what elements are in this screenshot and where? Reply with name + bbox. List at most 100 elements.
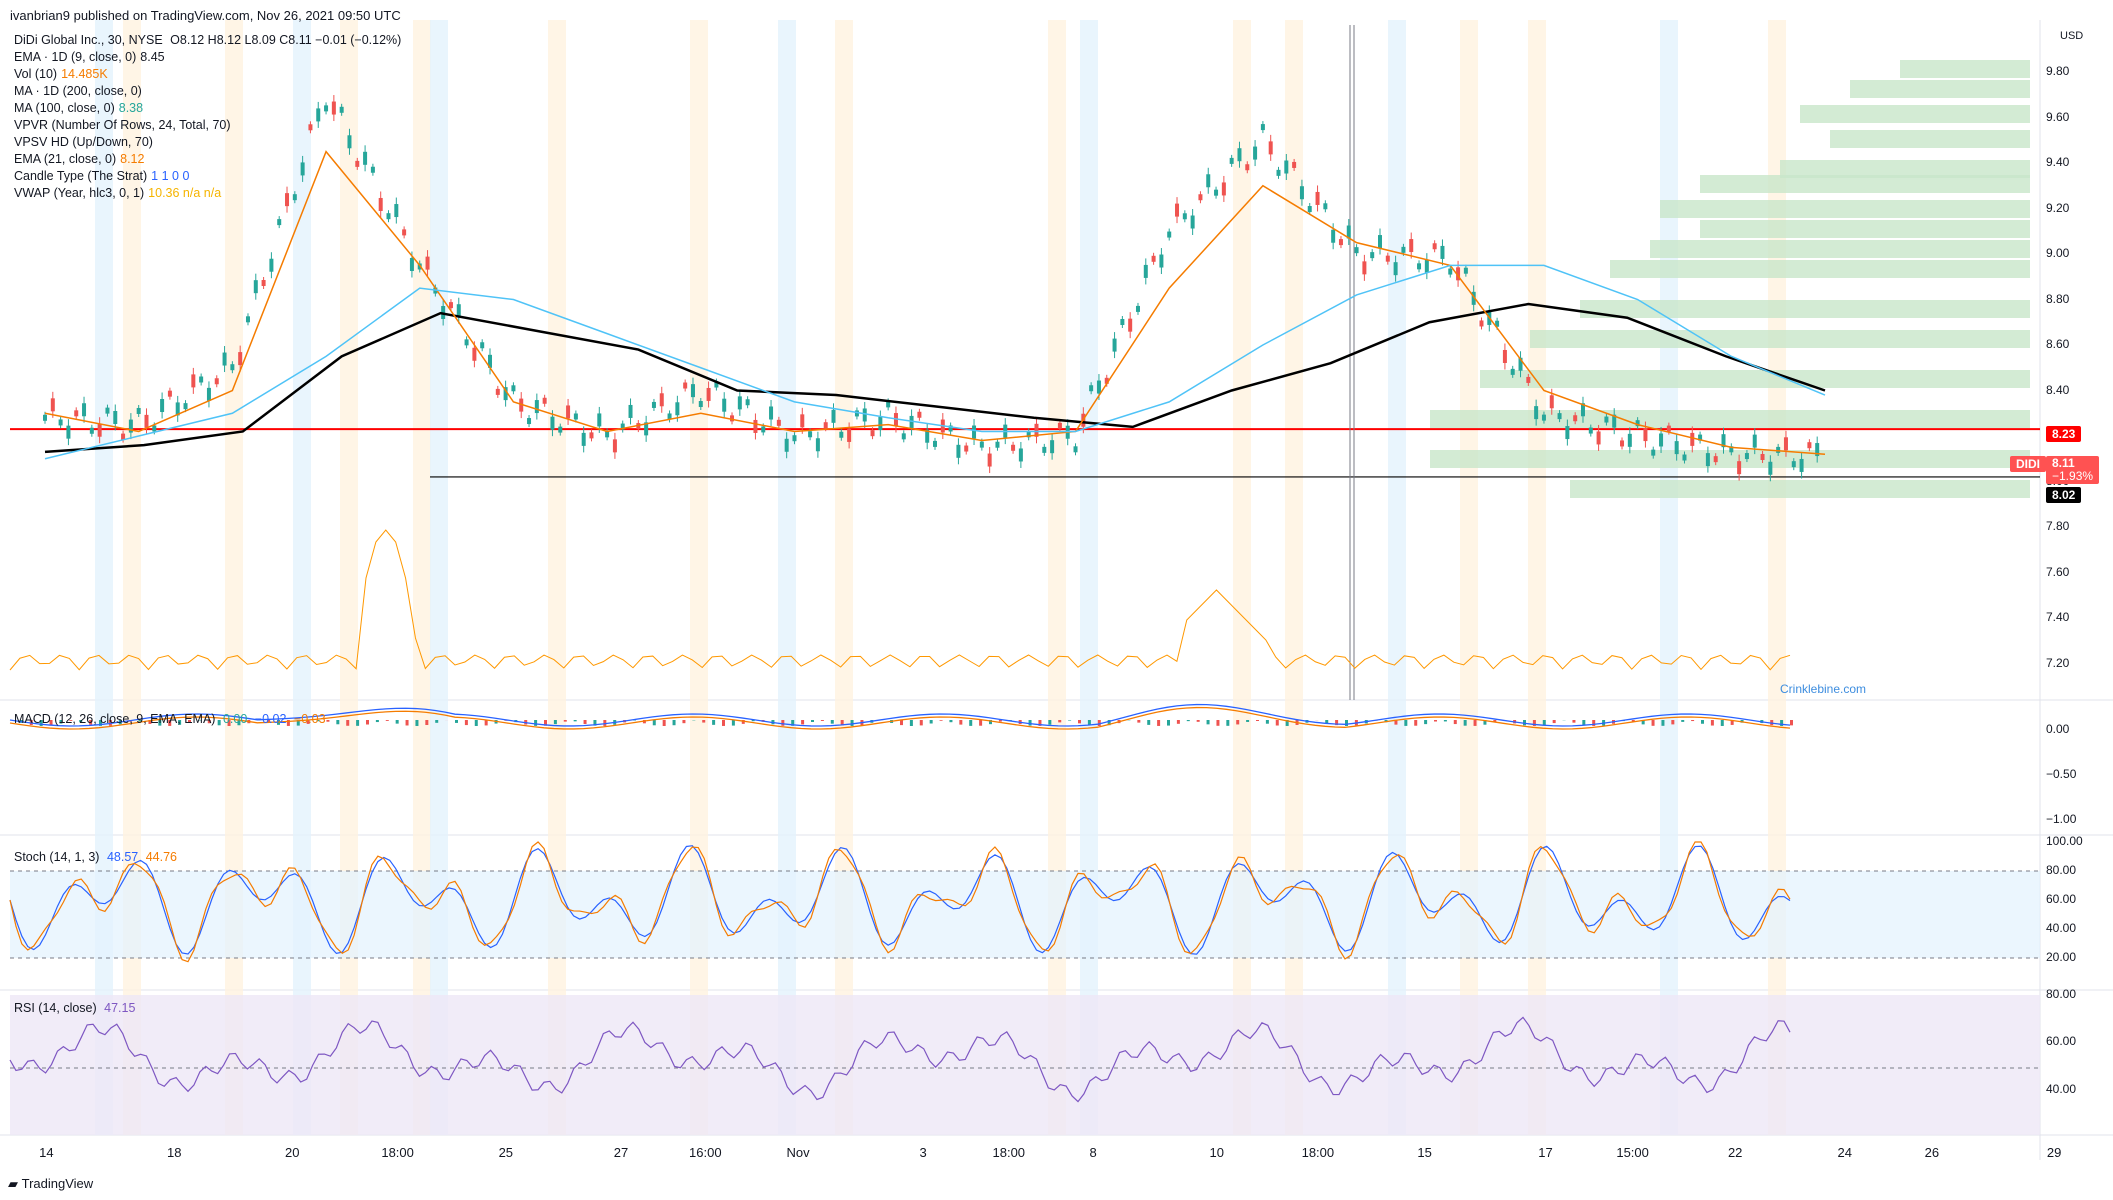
macd-hist-bar — [959, 720, 963, 725]
macd-hist-bar — [919, 720, 923, 726]
macd-hist-bar — [296, 720, 300, 726]
candle — [128, 419, 133, 433]
candle — [1050, 440, 1055, 454]
candle — [1206, 174, 1211, 188]
candle — [995, 441, 1000, 448]
macd-hist-bar — [781, 720, 785, 726]
candle — [511, 385, 516, 392]
candle — [847, 428, 852, 442]
indicator-axis-label: 0.00 — [2046, 722, 2070, 736]
time-axis-label: 20 — [285, 1145, 300, 1160]
candle — [1346, 225, 1351, 239]
time-axis-label: 18:00 — [1301, 1145, 1335, 1160]
candle — [698, 401, 703, 408]
macd-hist-bar — [49, 720, 53, 726]
candle — [308, 124, 313, 131]
candle — [1573, 415, 1578, 422]
time-axis-label: 18:00 — [992, 1145, 1026, 1160]
legend-item[interactable]: EMA (21, close, 0) 8.12 — [14, 151, 144, 168]
macd-hist-bar — [731, 720, 735, 726]
candle — [1011, 444, 1016, 451]
candle — [1705, 453, 1710, 467]
candle — [1643, 428, 1648, 442]
legend-item[interactable]: Candle Type (The Strat) 1 1 0 0 — [14, 168, 189, 185]
candle — [1385, 255, 1390, 262]
session-stripe — [690, 20, 708, 1135]
legend-item[interactable]: MA (100, close, 0) 8.38 — [14, 100, 143, 117]
macd-hist-bar — [1107, 720, 1111, 726]
macd-hist-bar — [1206, 720, 1210, 725]
legend-item-label: EMA · 1D (9, close, 0) — [14, 50, 137, 64]
price-axis-label: 9.40 — [2046, 155, 2070, 169]
legend-item[interactable]: VPVR (Number Of Rows, 24, Total, 70) — [14, 117, 235, 134]
macd-hist-bar — [1078, 720, 1081, 724]
candle — [1245, 164, 1250, 171]
macd-hist-bar — [850, 720, 854, 726]
candle — [472, 347, 477, 361]
session-stripe — [778, 20, 796, 1135]
candle — [245, 316, 250, 323]
legend-item[interactable]: Vol (10) 14.485K — [14, 66, 108, 83]
price-axis-label: 9.00 — [2046, 246, 2070, 260]
session-stripe — [1768, 20, 1786, 1135]
macd-hist-bar — [89, 720, 93, 725]
legend-item[interactable]: VWAP (Year, hlc3, 0, 1) 10.36 n/a n/a — [14, 185, 221, 202]
indicator-axis-label: 60.00 — [2046, 892, 2077, 906]
macd-hist-value: 0.00 — [222, 712, 248, 726]
candle — [1815, 443, 1820, 457]
candle — [160, 399, 165, 413]
legend-item[interactable]: EMA · 1D (9, close, 0) 8.45 — [14, 49, 165, 66]
macd-signal-value: −0.03 — [293, 712, 326, 726]
candle — [776, 419, 781, 426]
candle — [862, 408, 867, 422]
macd-hist-bar — [840, 720, 844, 726]
session-stripe — [835, 20, 853, 1135]
time-axis-label: 18:00 — [381, 1145, 414, 1160]
macd-hist-bar — [830, 720, 834, 724]
macd-hist-bar — [69, 720, 73, 721]
macd-hist-bar — [464, 720, 468, 726]
session-stripe — [1388, 20, 1406, 1135]
macd-hist-bar — [366, 720, 369, 725]
macd-hist-bar — [929, 720, 933, 724]
macd-hist-bar — [1058, 720, 1062, 723]
candle — [1588, 427, 1593, 434]
price-axis-label: 9.60 — [2046, 109, 2070, 124]
tradingview-logo[interactable]: ▰ TradingView — [8, 1176, 93, 1192]
macd-hist-bar — [989, 720, 992, 725]
macd-hist-bar — [1424, 720, 1428, 725]
candle — [683, 382, 688, 389]
candle — [901, 433, 906, 440]
session-stripe — [430, 20, 448, 1135]
macd-hist-bar — [306, 720, 310, 724]
candle — [1057, 422, 1062, 429]
time-axis-label: 10 — [1209, 1145, 1224, 1160]
candle — [1229, 157, 1234, 164]
candle — [651, 401, 656, 408]
legend-item[interactable]: MA · 1D (200, close, 0) — [14, 83, 146, 100]
volume-profile-bar — [1800, 105, 2030, 123]
macd-hist-bar — [1147, 720, 1151, 725]
candle — [1401, 246, 1406, 253]
macd-hist-bar — [59, 720, 63, 724]
macd-hist-bar — [188, 720, 191, 723]
time-axis-label: 26 — [1924, 1145, 1940, 1160]
candle — [316, 108, 321, 122]
candle — [589, 432, 594, 439]
legend-item-value: 8.45 — [140, 50, 165, 64]
time-axis-label: 17 — [1538, 1145, 1553, 1160]
symbol-name[interactable]: DiDi Global Inc., 30, NYSE — [14, 33, 163, 47]
candle — [1510, 368, 1515, 375]
candle — [1432, 243, 1437, 250]
indicator-axis-label: 80.00 — [2046, 987, 2077, 1001]
candle — [1541, 414, 1546, 421]
session-stripe — [293, 20, 311, 1135]
legend-item[interactable]: VPSV HD (Up/Down, 70) — [14, 134, 157, 151]
volume-profile-bar — [1480, 370, 2030, 388]
macd-hist-bar — [652, 720, 656, 726]
macd-hist-bar — [801, 720, 805, 725]
volume-profile-bar — [1780, 160, 2030, 178]
macd-hist-bar — [682, 720, 686, 724]
macd-hist-bar — [1790, 720, 1793, 726]
macd-hist-bar — [1285, 720, 1289, 726]
